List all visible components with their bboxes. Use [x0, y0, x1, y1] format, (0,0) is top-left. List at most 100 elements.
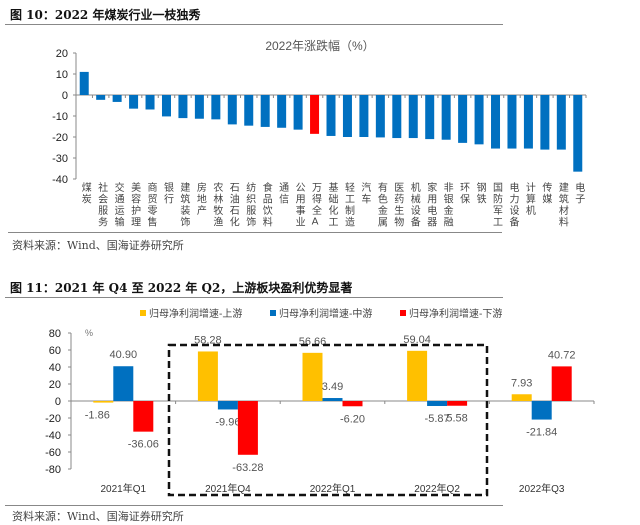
data-label: 59.04 — [403, 334, 431, 346]
bar-万得全A — [310, 95, 320, 134]
bar-环保 — [458, 95, 468, 143]
x-tick-label: 农林牧渔 — [210, 182, 222, 228]
data-label: -21.84 — [526, 427, 557, 439]
bar-2021年Q4-0 — [197, 351, 218, 401]
bar-食品饮料 — [260, 95, 270, 127]
bar-房地产 — [194, 95, 204, 119]
highlight-dashed-box — [167, 343, 489, 497]
bar-银行 — [161, 95, 171, 117]
y-tick-label: 0 — [55, 396, 61, 408]
bar-2022年Q3-2 — [551, 366, 572, 401]
y-tick-label: 10 — [56, 69, 68, 81]
legend-swatch — [140, 310, 146, 316]
bar-2021年Q1-0 — [93, 401, 114, 403]
bar-有色金属 — [375, 95, 385, 138]
bar-公用事业 — [293, 95, 303, 130]
bar-通信 — [277, 95, 287, 128]
x-tick-label: 非银金融 — [441, 182, 453, 228]
bar-建筑装饰 — [178, 95, 188, 119]
figure11-source: 资料来源：Wind、国海证券研究所 — [12, 510, 184, 523]
x-tick-label: 通信 — [276, 182, 288, 205]
bar-2022年Q1-0 — [302, 352, 323, 401]
bar-建筑材料 — [556, 95, 566, 150]
bar-2021年Q1-1 — [113, 366, 134, 401]
x-tick-label: 国防军工 — [490, 182, 502, 228]
figure11-bottom-rule — [5, 505, 503, 506]
bar-煤炭 — [79, 71, 89, 95]
x-tick-label: 公用事业 — [293, 182, 305, 228]
bar-计算机 — [523, 95, 533, 149]
x-tick-label: 食品饮料 — [260, 182, 272, 228]
x-tick-label: 家用电器 — [424, 182, 436, 228]
y-tick-label: -40 — [45, 430, 61, 442]
bar-石油石化 — [227, 95, 237, 125]
data-label: -6.20 — [340, 413, 365, 425]
y-tick-label: 0 — [62, 90, 68, 102]
x-tick-label: 2021年Q4 — [205, 482, 251, 495]
data-label: -36.06 — [128, 439, 159, 451]
y-tick-label: -40 — [52, 174, 68, 186]
y-tick-label: -60 — [45, 447, 61, 459]
data-label: -1.86 — [85, 410, 110, 422]
x-tick-label: 银行 — [161, 182, 173, 205]
x-tick-label: 机械设备 — [408, 182, 420, 228]
bar-2022年Q2-2 — [447, 401, 468, 406]
bar-钢铁 — [474, 95, 484, 145]
bar-电子 — [573, 95, 583, 172]
x-tick-label: 轻工制造 — [342, 182, 354, 228]
x-tick-label: 钢铁 — [474, 182, 486, 205]
bar-交通运输 — [112, 95, 122, 102]
x-tick-label: 煤炭 — [79, 182, 91, 205]
x-tick-label: 电子 — [572, 182, 584, 205]
bar-机械设备 — [408, 95, 418, 139]
x-tick-label: 电力设备 — [506, 182, 518, 228]
figure10-chart: 2022年涨跌幅（%） 20 10 0 -10 -20 -30 -40 — [52, 38, 587, 186]
bar-轻工制造 — [342, 95, 352, 137]
bar-汽车 — [359, 95, 369, 137]
figure10-top-rule — [5, 24, 503, 25]
bar-2022年Q2-0 — [407, 350, 428, 401]
legend-swatch — [400, 310, 406, 316]
data-label: -9.96 — [215, 416, 240, 428]
x-tick-label: 纺织服饰 — [243, 182, 255, 228]
y-tick-label: 20 — [49, 379, 61, 391]
bar-2022年Q1-1 — [322, 398, 343, 401]
x-tick-label: 建筑装饰 — [177, 182, 189, 228]
data-label: 40.90 — [110, 349, 138, 361]
data-label: 40.72 — [548, 349, 576, 361]
x-tick-label: 计算机 — [523, 182, 535, 217]
x-tick-label: 有色金属 — [375, 182, 387, 228]
bar-2021年Q4-1 — [217, 401, 238, 410]
legend-label: 归母净利润增速-中游 — [279, 307, 372, 320]
x-tick-label: 2022年Q2 — [414, 482, 460, 495]
x-tick-label: 2021年Q1 — [101, 482, 147, 495]
bar-2022年Q3-1 — [531, 401, 552, 420]
y-tick-label: -10 — [52, 111, 68, 123]
x-tick-label: 社会服务 — [95, 182, 107, 228]
x-tick-label: 2022年Q1 — [310, 482, 356, 495]
x-tick-label: 传媒 — [539, 182, 551, 205]
y-tick-label: 20 — [56, 48, 68, 60]
bar-2022年Q2-1 — [427, 401, 448, 406]
bar-电力设备 — [507, 95, 517, 149]
bar-家用电器 — [425, 95, 435, 140]
y-tick-label: 80 — [49, 328, 61, 340]
y-tick-label: -20 — [45, 413, 61, 425]
bar-2022年Q3-0 — [511, 394, 532, 401]
x-tick-label: 医药生物 — [391, 182, 403, 228]
legend-swatch — [270, 310, 276, 316]
figure10-bottom-rule — [8, 232, 502, 233]
bar-纺织服饰 — [244, 95, 254, 126]
figure11-caption: 图 11：2021 年 Q4 至 2022 年 Q2，上游板块盈利优势显著 — [10, 281, 353, 295]
y-tick-label: -20 — [52, 132, 68, 144]
x-tick-label: 房地产 — [194, 182, 206, 217]
bar-农林牧渔 — [211, 95, 221, 120]
figure11-top-rule — [5, 297, 503, 298]
y-tick-label: -80 — [45, 464, 61, 476]
x-tick-label: 美容护理 — [128, 182, 140, 228]
data-label: 5.58 — [446, 413, 467, 425]
bar-美容护理 — [129, 95, 139, 109]
y-tick-label: 60 — [49, 345, 61, 357]
bar-2022年Q1-2 — [342, 401, 363, 407]
bar-医药生物 — [392, 95, 402, 139]
